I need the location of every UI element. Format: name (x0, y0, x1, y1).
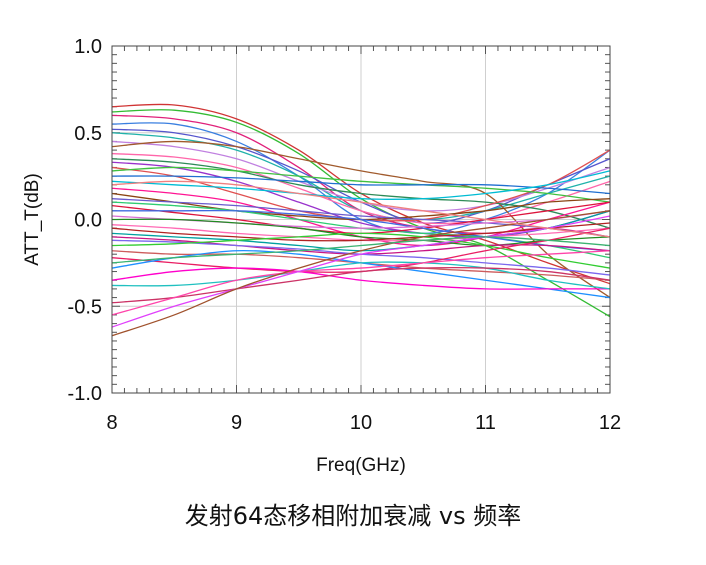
y-tick-label: 1.0 (74, 36, 102, 58)
x-tick-label: 12 (599, 412, 621, 434)
series-line-33 (111, 267, 610, 290)
plot-frame (111, 45, 611, 394)
series-line-39 (111, 180, 611, 238)
y-tick-label: 0.5 (74, 123, 102, 145)
x-tick-label: 11 (475, 412, 496, 434)
series-line-13 (111, 166, 611, 203)
series-line-29 (111, 232, 611, 269)
series-line-18 (111, 198, 611, 238)
series-line-37 (111, 215, 611, 328)
series-line-9 (111, 152, 611, 225)
series-line-36 (111, 250, 611, 316)
series-line-23 (111, 218, 611, 247)
series-line-15 (111, 170, 611, 200)
tick-labels: 8 9 10 11 12 1.0 0.5 0.0 -0.5 -1.0 (68, 36, 622, 434)
series-lines (111, 103, 611, 337)
series-line-34 (111, 261, 611, 290)
series-line-38 (111, 210, 611, 337)
x-tick-label: 10 (350, 412, 372, 434)
y-tick-label: -1.0 (68, 383, 102, 405)
y-tick-label: -0.5 (68, 296, 102, 318)
chart-caption: 发射64态移相附加衰减 vs 频率 (184, 502, 522, 530)
y-tick-label: 0.0 (74, 210, 102, 232)
series-line-40 (111, 236, 611, 264)
series-line-10 (111, 158, 611, 229)
x-axis-title: Freq(GHz) (316, 455, 406, 476)
x-tick-label: 8 (106, 412, 117, 434)
series-line-25 (111, 222, 611, 242)
x-tick-label: 9 (231, 412, 242, 434)
y-axis-title: ATT_T(dB) (22, 173, 43, 266)
series-line-35 (111, 266, 611, 304)
series-line-14 (111, 175, 611, 195)
